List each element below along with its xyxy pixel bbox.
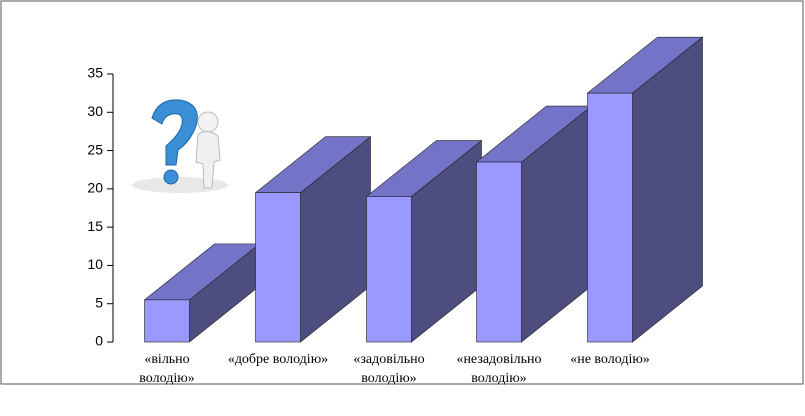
x-tick-label: «добре володію»: [227, 352, 329, 367]
x-tick-label: «незадовільно володію»: [456, 352, 542, 386]
y-tick-label: 25: [87, 141, 103, 157]
y-tick-label: 35: [87, 65, 103, 81]
bar: [587, 92, 633, 343]
bar: [144, 299, 190, 343]
x-tick-label: «задовільно володію»: [353, 352, 425, 386]
y-tick-label: 10: [87, 256, 103, 272]
x-tick-label: «не володію»: [570, 352, 650, 367]
bar: [476, 161, 522, 343]
bar: [255, 192, 301, 343]
y-tick-label: 0: [95, 333, 103, 349]
x-tick-label: «вільно володію»: [139, 352, 195, 386]
y-tick-label: 20: [87, 180, 103, 196]
y-tick-label: 30: [87, 103, 103, 119]
question-figure-icon: [132, 99, 228, 193]
y-tick-label: 5: [95, 294, 103, 310]
y-tick-label: 15: [87, 218, 103, 234]
bar: [366, 196, 412, 343]
